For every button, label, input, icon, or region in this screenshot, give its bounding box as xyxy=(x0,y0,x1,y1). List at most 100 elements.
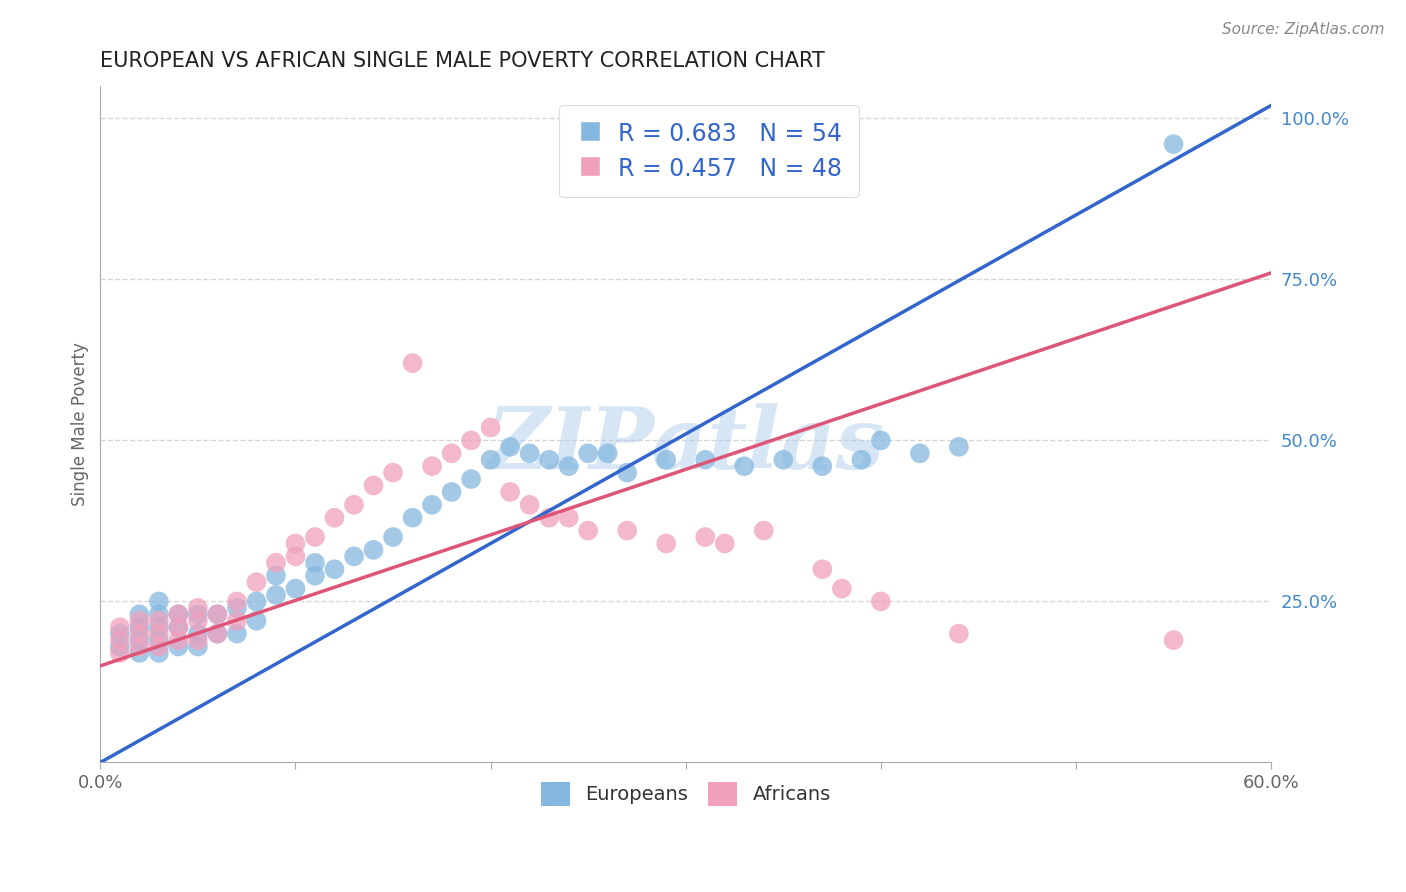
Africans xyxy=(1163,633,1185,648)
Europeans xyxy=(264,588,287,602)
Europeans xyxy=(108,626,131,640)
Europeans xyxy=(245,614,267,628)
Africans xyxy=(576,524,599,538)
Africans xyxy=(323,510,346,524)
Europeans xyxy=(128,646,150,660)
Africans xyxy=(226,594,249,608)
Africans xyxy=(382,466,405,480)
Africans xyxy=(108,620,131,634)
Africans xyxy=(616,524,638,538)
Europeans xyxy=(811,459,834,474)
Africans xyxy=(207,626,229,640)
Europeans xyxy=(343,549,366,564)
Europeans xyxy=(148,633,170,648)
Europeans xyxy=(207,607,229,622)
Europeans xyxy=(869,434,891,448)
Europeans xyxy=(245,594,267,608)
Europeans xyxy=(616,466,638,480)
Africans xyxy=(557,510,579,524)
Europeans xyxy=(226,600,249,615)
Europeans xyxy=(148,620,170,634)
Africans xyxy=(128,626,150,640)
Europeans xyxy=(108,640,131,654)
Europeans xyxy=(440,484,463,499)
Europeans xyxy=(304,556,326,570)
Europeans xyxy=(908,446,931,460)
Africans xyxy=(245,575,267,590)
Europeans xyxy=(382,530,405,544)
Europeans xyxy=(479,452,502,467)
Africans xyxy=(167,633,190,648)
Africans xyxy=(167,620,190,634)
Europeans xyxy=(557,459,579,474)
Text: Source: ZipAtlas.com: Source: ZipAtlas.com xyxy=(1222,22,1385,37)
Africans xyxy=(811,562,834,576)
Africans xyxy=(187,600,209,615)
Africans xyxy=(401,356,423,370)
Africans xyxy=(655,536,678,550)
Europeans xyxy=(948,440,970,454)
Africans xyxy=(226,614,249,628)
Africans xyxy=(948,626,970,640)
Europeans xyxy=(323,562,346,576)
Africans xyxy=(284,549,307,564)
Text: ZIPatlas: ZIPatlas xyxy=(486,403,884,486)
Africans xyxy=(148,626,170,640)
Africans xyxy=(440,446,463,460)
Africans xyxy=(108,633,131,648)
Africans xyxy=(538,510,561,524)
Africans xyxy=(363,478,385,492)
Europeans xyxy=(363,542,385,557)
Africans xyxy=(167,607,190,622)
Europeans xyxy=(1163,137,1185,152)
Europeans xyxy=(148,646,170,660)
Y-axis label: Single Male Poverty: Single Male Poverty xyxy=(72,343,89,507)
Africans xyxy=(343,498,366,512)
Europeans xyxy=(187,626,209,640)
Europeans xyxy=(264,568,287,582)
Africans xyxy=(713,536,735,550)
Europeans xyxy=(538,452,561,467)
Africans xyxy=(264,556,287,570)
Legend: Europeans, Africans: Europeans, Africans xyxy=(533,774,838,814)
Africans xyxy=(869,594,891,608)
Europeans xyxy=(576,446,599,460)
Europeans xyxy=(167,607,190,622)
Europeans xyxy=(401,510,423,524)
Europeans xyxy=(284,582,307,596)
Africans xyxy=(479,420,502,434)
Africans xyxy=(752,524,775,538)
Africans xyxy=(148,614,170,628)
Europeans xyxy=(148,607,170,622)
Europeans xyxy=(851,452,873,467)
Europeans xyxy=(226,626,249,640)
Text: EUROPEAN VS AFRICAN SINGLE MALE POVERTY CORRELATION CHART: EUROPEAN VS AFRICAN SINGLE MALE POVERTY … xyxy=(100,51,825,70)
Europeans xyxy=(519,446,541,460)
Europeans xyxy=(187,640,209,654)
Africans xyxy=(207,607,229,622)
Europeans xyxy=(733,459,755,474)
Africans xyxy=(148,640,170,654)
Africans xyxy=(695,530,717,544)
Africans xyxy=(420,459,443,474)
Africans xyxy=(187,614,209,628)
Africans xyxy=(519,498,541,512)
Europeans xyxy=(148,594,170,608)
Europeans xyxy=(207,626,229,640)
Europeans xyxy=(695,452,717,467)
Europeans xyxy=(772,452,794,467)
Europeans xyxy=(460,472,482,486)
Africans xyxy=(108,646,131,660)
Europeans xyxy=(128,620,150,634)
Africans xyxy=(128,614,150,628)
Europeans xyxy=(304,568,326,582)
Africans xyxy=(187,633,209,648)
Europeans xyxy=(167,640,190,654)
Europeans xyxy=(499,440,522,454)
Europeans xyxy=(128,633,150,648)
Europeans xyxy=(655,452,678,467)
Europeans xyxy=(420,498,443,512)
Europeans xyxy=(167,620,190,634)
Africans xyxy=(831,582,853,596)
Africans xyxy=(499,484,522,499)
